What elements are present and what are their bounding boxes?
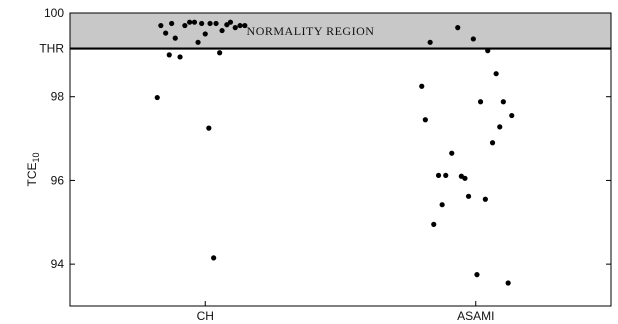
- y-axis-title-subscript: 10: [31, 152, 41, 162]
- y-tick-label: 96: [51, 173, 65, 187]
- data-point-ch: [232, 25, 238, 31]
- data-point-asami: [422, 117, 428, 123]
- y-axis-title: TCE10: [25, 152, 41, 186]
- data-point-ch: [169, 20, 175, 27]
- data-point-ch: [166, 52, 172, 58]
- data-point-asami: [419, 83, 425, 89]
- data-point-asami: [455, 25, 461, 31]
- y-axis: 94 96 98 100: [44, 6, 611, 271]
- data-points: [154, 19, 515, 286]
- data-point-ch: [207, 20, 213, 27]
- data-point-asami: [482, 196, 488, 202]
- data-point-asami: [439, 202, 445, 208]
- data-point-ch: [195, 39, 201, 45]
- data-point-asami: [485, 48, 491, 54]
- data-point-ch: [217, 50, 223, 56]
- data-point-ch: [219, 27, 225, 34]
- normality-region-band: [70, 13, 611, 49]
- data-point-asami: [493, 71, 499, 77]
- data-point-ch: [187, 19, 193, 25]
- data-point-ch: [227, 19, 234, 25]
- data-point-asami: [489, 140, 496, 146]
- x-tick-label-ch: CH: [197, 309, 214, 323]
- threshold-label: THR: [39, 42, 64, 56]
- data-point-ch: [202, 31, 208, 37]
- data-point-ch: [172, 35, 178, 41]
- data-point-ch: [211, 255, 217, 261]
- data-point-asami: [477, 99, 484, 105]
- data-point-ch: [177, 54, 183, 60]
- data-point-asami: [509, 112, 515, 119]
- y-tick-label: 94: [51, 257, 65, 271]
- data-point-ch: [242, 22, 248, 29]
- data-point-ch: [182, 22, 188, 29]
- y-axis-title-main: TCE: [25, 163, 39, 187]
- data-point-asami: [431, 221, 437, 227]
- data-point-asami: [500, 99, 506, 105]
- data-point-ch: [154, 94, 160, 101]
- x-axis: CH ASAMI: [197, 301, 494, 323]
- x-tick-label-asami: ASAMI: [457, 309, 494, 323]
- data-point-asami: [449, 150, 455, 156]
- plot-frame: [69, 12, 612, 307]
- data-point-ch: [158, 22, 164, 29]
- data-point-asami: [443, 172, 449, 179]
- data-point-ch: [206, 125, 212, 131]
- y-tick-label: 98: [51, 90, 65, 104]
- data-point-ch: [163, 30, 169, 36]
- data-point-ch: [213, 20, 219, 27]
- data-point-ch: [199, 20, 205, 27]
- data-point-asami: [462, 175, 468, 181]
- y-tick-label: 100: [44, 6, 64, 20]
- data-point-asami: [470, 36, 476, 42]
- normality-region-label: NORMALITY REGION: [247, 24, 375, 38]
- data-point-asami: [465, 193, 472, 199]
- data-point-asami: [427, 39, 433, 45]
- data-point-asami: [435, 172, 442, 179]
- data-point-asami: [505, 280, 511, 286]
- data-point-ch: [191, 19, 198, 25]
- data-point-asami: [497, 124, 503, 130]
- data-point-asami: [474, 272, 480, 278]
- data-point-ch: [237, 22, 243, 29]
